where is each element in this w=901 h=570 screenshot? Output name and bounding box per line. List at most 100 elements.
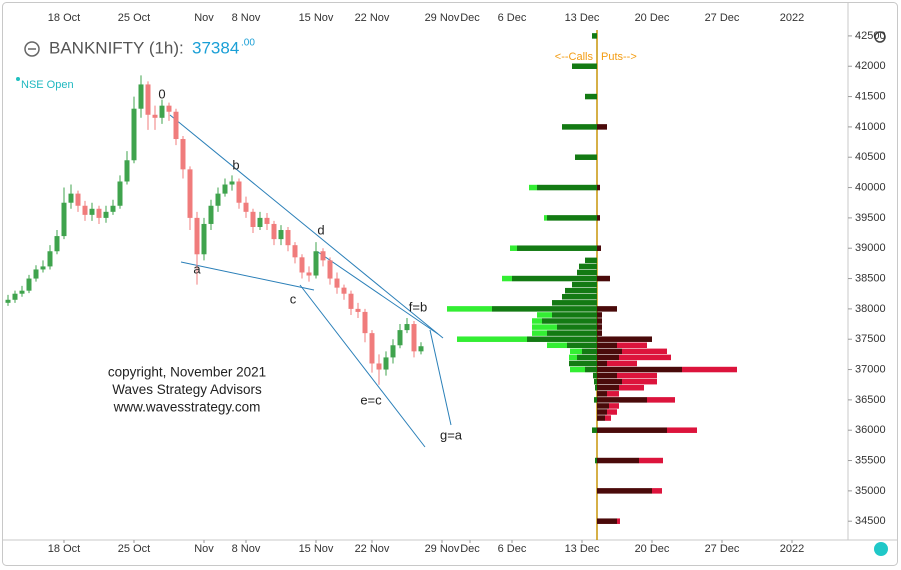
oi-bar: [577, 269, 597, 276]
settings-icon[interactable]: [874, 31, 886, 43]
trend-lines: [169, 114, 452, 448]
oi-bar: [594, 397, 597, 403]
oi-bar: [593, 372, 597, 379]
candle-body: [404, 324, 410, 331]
candle-body: [376, 363, 382, 370]
candle-body: [222, 184, 228, 194]
x-tick-label: 2022: [780, 12, 804, 24]
oi-bar: [597, 330, 602, 336]
oi-bar: [597, 312, 602, 318]
oi-bar: [585, 93, 597, 100]
oi-bar: [567, 342, 597, 349]
candle-body: [124, 160, 130, 182]
oi-bar: [527, 336, 597, 342]
x-tick-label: 18 Oct: [48, 543, 80, 555]
candle-body: [187, 169, 193, 218]
candle-body: [180, 139, 186, 170]
x-tick-label: 22 Nov: [355, 543, 390, 555]
candle-body: [68, 193, 74, 203]
oi-bar-change: [532, 318, 542, 324]
candle-body: [362, 311, 368, 334]
candle-body: [159, 105, 165, 118]
oi-bar: [594, 378, 597, 385]
legend-label: Puts-->: [601, 51, 637, 63]
candle-body: [47, 251, 53, 267]
x-tick-label: 6 Dec: [498, 543, 527, 555]
y-tick-label: 38000: [855, 303, 886, 315]
oi-bar-change: [510, 245, 517, 251]
candle-body: [390, 345, 396, 358]
oi-bar: [547, 215, 597, 221]
candle-body: [96, 208, 102, 218]
oi-bar: [597, 360, 607, 367]
last-price: 37384: [192, 38, 239, 57]
candle-body: [54, 236, 60, 252]
wave-label: b: [232, 157, 239, 172]
oi-bar: [597, 336, 652, 342]
candle-body: [292, 245, 298, 258]
x-tick-label: 20 Dec: [635, 543, 670, 555]
candle-body: [418, 346, 424, 352]
candle-body: [334, 278, 340, 288]
oi-bar: [597, 427, 667, 433]
candle-body: [257, 217, 263, 227]
y-tick-label: 38500: [855, 272, 886, 284]
oi-bar-change: [547, 342, 567, 349]
wave-label: f=b: [409, 299, 427, 314]
last-price-decimals: .00: [241, 38, 255, 49]
y-tick-label: 42500: [855, 30, 886, 42]
candle-body: [278, 230, 284, 240]
oi-bar-change: [617, 342, 647, 349]
candle-body: [33, 269, 39, 279]
candle-body: [355, 308, 361, 312]
candle-body: [215, 193, 221, 206]
candle-body: [320, 251, 326, 261]
oi-bar-change: [502, 275, 512, 282]
candle-body: [19, 290, 25, 294]
candle-body: [348, 293, 354, 309]
oi-bar: [597, 403, 609, 409]
candle-body: [194, 217, 200, 255]
oi-bar-change: [607, 391, 619, 397]
oi-bar: [592, 427, 597, 433]
wave-label: a: [193, 261, 201, 276]
oi-bar: [597, 354, 619, 361]
candle-body: [173, 111, 179, 140]
x-tick-label: Nov: [194, 543, 214, 555]
oi-bar: [597, 184, 600, 191]
oi-bar-change: [667, 427, 697, 433]
oi-bar-change: [457, 336, 527, 342]
status-indicator: [874, 542, 888, 556]
oi-bar: [562, 124, 597, 130]
candle-body: [40, 266, 46, 270]
wave-label: d: [317, 222, 324, 237]
oi-bar: [597, 409, 607, 415]
x-tick-label: 20 Dec: [635, 12, 670, 24]
oi-bar: [597, 415, 605, 421]
oi-bar-change: [570, 366, 585, 373]
oi-bar: [597, 384, 619, 391]
candle-body: [264, 217, 270, 224]
candle-body: [201, 223, 207, 255]
oi-bar: [552, 300, 597, 306]
x-tick-label: 8 Nov: [232, 543, 261, 555]
oi-bar-change: [537, 312, 552, 318]
oi-bar: [575, 154, 597, 160]
oi-bar-change: [617, 518, 620, 524]
y-tick-label: 40000: [855, 181, 886, 193]
oi-bar: [572, 63, 597, 69]
oi-bar: [557, 324, 597, 330]
candle-body: [145, 84, 151, 115]
oi-bar-change: [652, 488, 662, 494]
oi-bar: [597, 518, 617, 524]
oi-bar: [597, 457, 639, 464]
y-tick-label: 41000: [855, 121, 886, 133]
oi-bar: [597, 245, 601, 251]
zoom-icon[interactable]: [24, 41, 40, 57]
candle-body: [117, 181, 123, 206]
candle-body: [89, 208, 95, 215]
x-tick-label: 15 Nov: [299, 543, 334, 555]
candle-body: [110, 205, 116, 212]
y-tick-label: 40500: [855, 151, 886, 163]
